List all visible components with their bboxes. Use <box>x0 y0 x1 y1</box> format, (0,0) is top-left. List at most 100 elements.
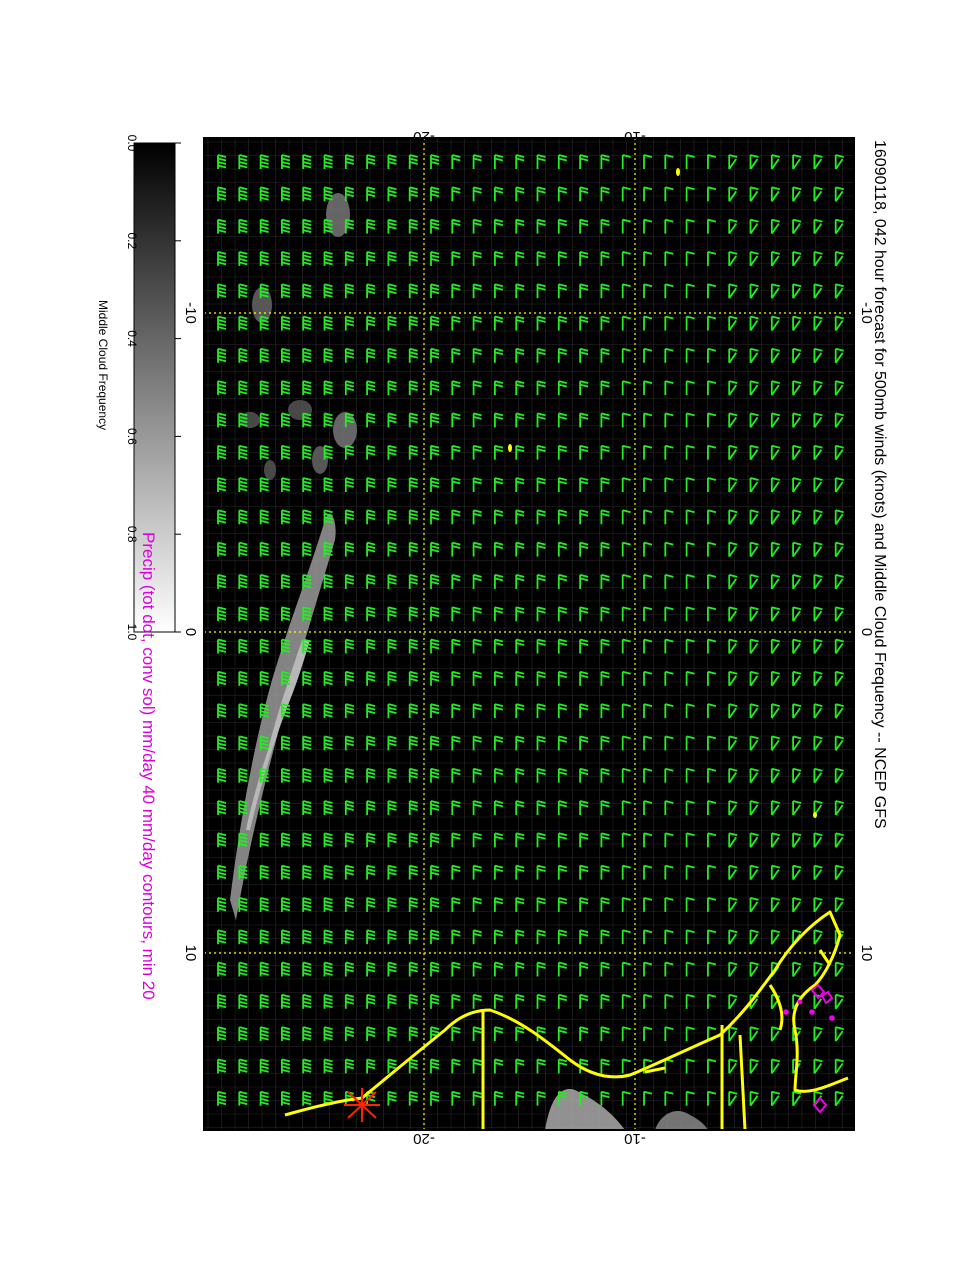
wind-barb <box>408 606 418 622</box>
wind-barb <box>643 897 653 912</box>
wind-barb <box>643 412 653 428</box>
wind-barb <box>536 929 546 945</box>
wind-barb <box>515 993 525 1009</box>
wind-barb <box>408 767 418 783</box>
wind-barb <box>430 186 440 202</box>
wind-barb <box>643 703 653 719</box>
wind-barb <box>259 444 269 460</box>
wind-barb <box>430 574 440 589</box>
wind-barb <box>834 251 844 267</box>
wind-barb <box>813 961 823 978</box>
wind-barb <box>557 1058 568 1074</box>
wind-barb <box>707 767 717 783</box>
wind-barb <box>643 606 653 622</box>
wind-barb <box>515 186 525 202</box>
wind-barb <box>664 380 674 396</box>
wind-barb <box>238 218 248 234</box>
wind-barb <box>280 444 291 460</box>
wind-barb <box>749 541 759 558</box>
wind-barb <box>557 444 568 460</box>
wind-barb <box>707 477 717 492</box>
wind-barb <box>536 1058 546 1074</box>
wind-barb <box>259 347 269 363</box>
wind-barb <box>749 509 759 525</box>
wind-barb <box>493 412 504 428</box>
wind-barb <box>579 541 589 557</box>
wind-barb <box>643 961 653 977</box>
wind-barb <box>770 509 781 525</box>
wind-barb <box>707 961 717 977</box>
wind-barb <box>813 1026 823 1042</box>
wind-barb <box>664 767 674 783</box>
wind-barb <box>707 864 717 880</box>
wind-barb <box>472 993 482 1009</box>
wind-barb <box>366 767 376 783</box>
wind-barb <box>579 412 589 428</box>
wind-barb <box>259 832 269 848</box>
wind-barb <box>366 509 376 525</box>
wind-barb <box>621 670 631 686</box>
wind-barb <box>749 703 759 719</box>
wind-barb <box>770 1090 781 1107</box>
wind-barb <box>643 444 653 460</box>
wind-barb <box>472 961 482 977</box>
wind-barb <box>387 832 397 848</box>
wind-barb <box>685 767 695 783</box>
wind-barb <box>259 218 269 234</box>
wind-barb <box>280 606 291 622</box>
wind-barb <box>451 347 461 363</box>
wind-barb <box>451 767 461 783</box>
wind-barb <box>792 703 802 719</box>
wind-barb <box>664 1090 674 1106</box>
wind-barb <box>536 574 546 589</box>
wind-barb <box>536 800 546 815</box>
wind-barb <box>621 735 631 751</box>
wind-barb <box>323 218 333 234</box>
wind-barb <box>834 638 844 655</box>
wind-barb <box>280 154 291 169</box>
wind-barb <box>536 670 546 686</box>
wind-barb <box>621 606 631 622</box>
wind-barb <box>621 380 631 396</box>
wind-barb <box>515 606 525 622</box>
wind-barb <box>472 218 482 234</box>
wind-barb <box>238 541 248 557</box>
wind-barb <box>621 638 631 654</box>
wind-barb <box>238 186 248 202</box>
wind-barb <box>366 606 376 622</box>
wind-barb <box>493 832 504 848</box>
wind-barb <box>600 283 610 299</box>
wind-barb <box>834 186 844 202</box>
wind-barb <box>579 961 589 977</box>
wind-barb <box>280 993 291 1009</box>
wind-barb <box>728 509 738 525</box>
wind-barb <box>770 477 781 493</box>
wind-barb <box>493 218 504 234</box>
wind-barb <box>366 477 376 492</box>
wind-barb <box>557 606 568 622</box>
wind-barb <box>451 380 461 396</box>
wind-barb <box>259 186 269 202</box>
wind-barb <box>707 251 717 266</box>
wind-barb <box>493 315 504 331</box>
wind-barb <box>664 186 674 202</box>
wind-barb <box>770 638 781 655</box>
wind-barb <box>408 509 418 525</box>
wind-barb <box>792 767 802 784</box>
wind-barb <box>792 1090 802 1107</box>
wind-barb <box>430 638 440 654</box>
wind-barb <box>728 541 738 558</box>
wind-barb <box>302 929 312 945</box>
wind-barb <box>323 670 333 686</box>
wind-barb <box>238 444 248 460</box>
wind-barb <box>749 800 759 816</box>
wind-barb <box>664 638 674 654</box>
wind-barb <box>621 864 631 880</box>
wind-barb <box>685 315 695 331</box>
wind-barb <box>643 638 653 654</box>
wind-barb <box>643 800 653 815</box>
wind-barb <box>430 283 440 299</box>
wind-barb <box>579 347 589 363</box>
wind-barb <box>579 735 589 751</box>
wind-barb <box>430 315 440 331</box>
